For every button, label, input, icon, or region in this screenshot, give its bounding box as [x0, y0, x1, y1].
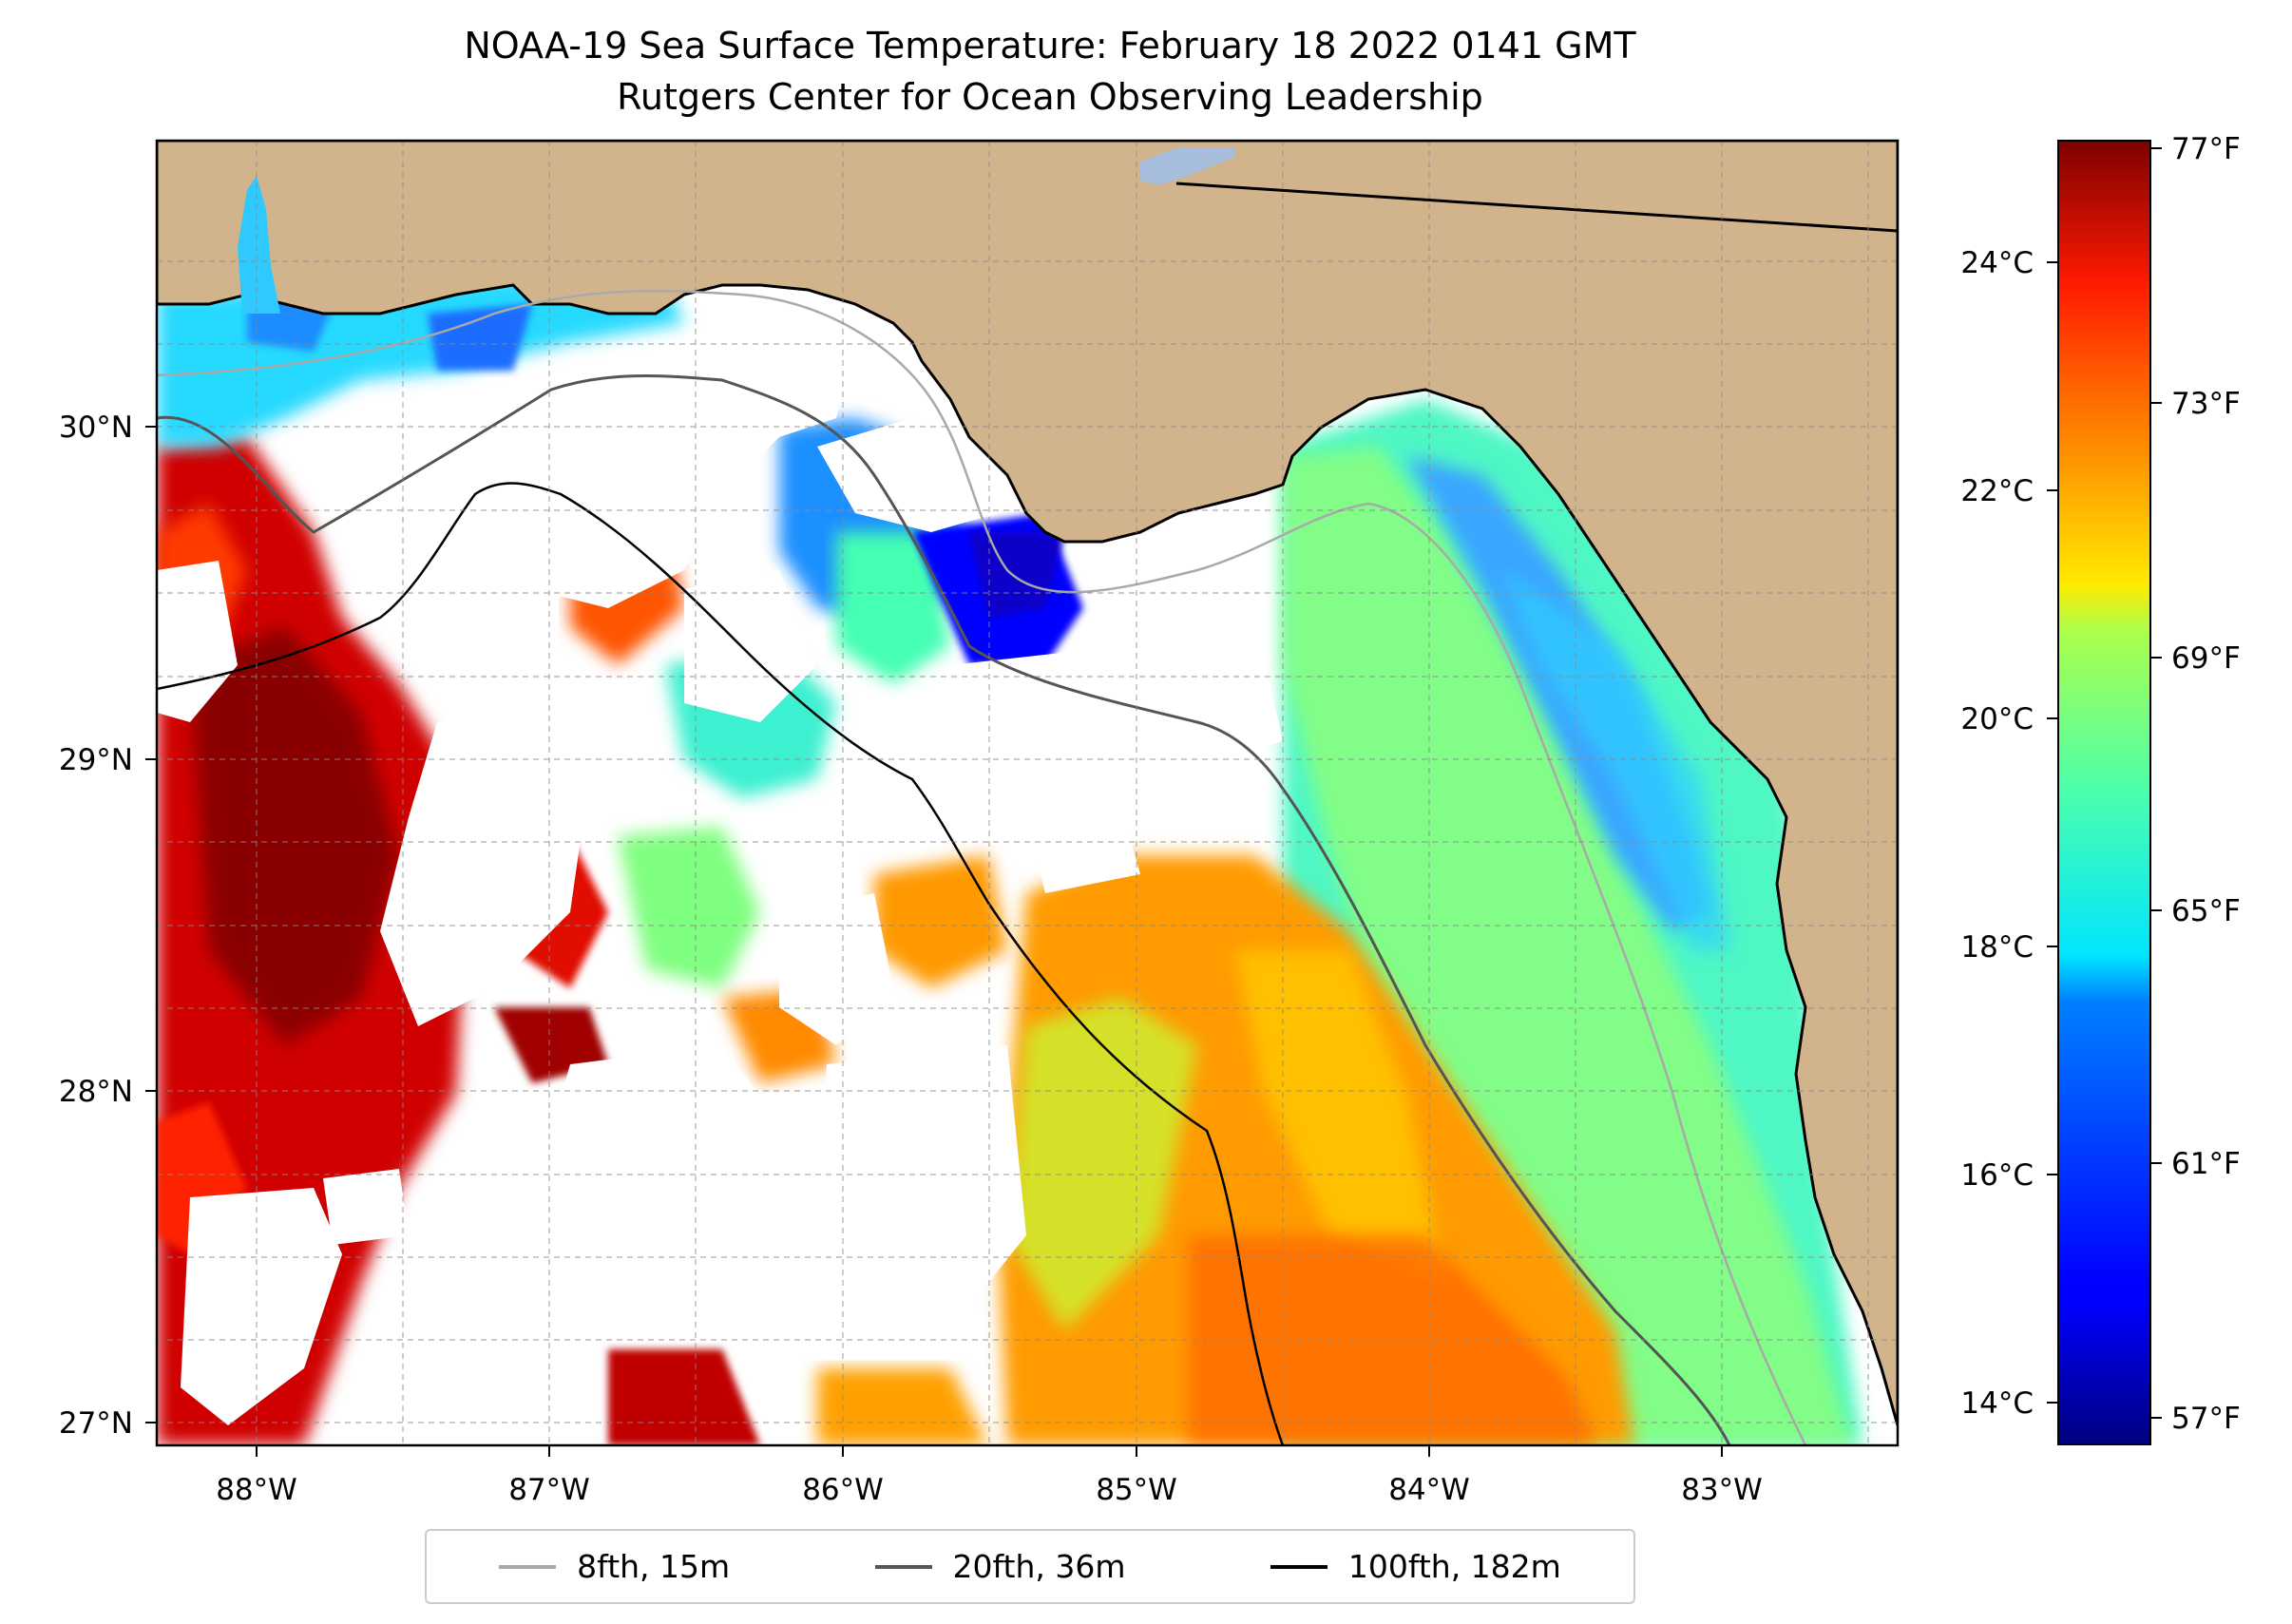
legend-label: 100fth, 182m	[1347, 1548, 1561, 1585]
fahrenheit-tick-label: 77°F	[2171, 132, 2241, 166]
lat-tick-label: 28°N	[59, 1075, 133, 1109]
gridlines	[157, 141, 1898, 1445]
colorbar	[2057, 140, 2151, 1445]
lon-tick-label: 84°W	[1388, 1473, 1470, 1507]
land	[157, 141, 1898, 1426]
lon-tick-label: 85°W	[1096, 1473, 1177, 1507]
cloud-mask	[157, 323, 1283, 1425]
fahrenheit-tick-label: 73°F	[2171, 387, 2241, 421]
mobile-bay	[238, 176, 280, 314]
celsius-tick-label: 24°C	[1960, 246, 2034, 280]
fahrenheit-tick-label: 61°F	[2171, 1147, 2241, 1181]
lon-tick-label: 87°W	[508, 1473, 590, 1507]
lon-tick-label: 83°W	[1681, 1473, 1763, 1507]
legend-item-100fth: 100fth, 182m	[1270, 1548, 1561, 1585]
lat-tick-label: 29°N	[59, 743, 133, 777]
legend-line-20fth	[874, 1564, 932, 1569]
map-frame	[155, 139, 1900, 1447]
celsius-tick-label: 16°C	[1960, 1158, 2034, 1193]
fahrenheit-tick-label: 57°F	[2171, 1402, 2241, 1436]
axis-ticks	[145, 426, 1723, 1457]
map-title: NOAA-19 Sea Surface Temperature: Februar…	[464, 25, 1636, 67]
contour-20fth	[157, 374, 1731, 1445]
legend-item-20fth: 20fth, 36m	[874, 1548, 1126, 1585]
contour-legend: 8fth, 15m 20fth, 36m 100fth, 182m	[425, 1529, 1635, 1604]
legend-item-8fth: 8fth, 15m	[499, 1548, 730, 1585]
celsius-tick-label: 20°C	[1960, 702, 2034, 736]
colorbar-ticks	[2047, 147, 2162, 1419]
celsius-tick-label: 14°C	[1960, 1386, 2034, 1421]
lake	[1140, 147, 1235, 185]
lat-tick-label: 30°N	[59, 411, 133, 445]
contour-8fth	[157, 289, 1807, 1445]
legend-line-8fth	[499, 1564, 557, 1569]
lon-tick-label: 86°W	[802, 1473, 884, 1507]
contour-100fth	[157, 482, 1285, 1445]
fahrenheit-tick-label: 65°F	[2171, 894, 2241, 928]
state-border	[1175, 182, 1898, 233]
map-subtitle: Rutgers Center for Ocean Observing Leade…	[617, 76, 1483, 118]
legend-label: 20fth, 36m	[952, 1548, 1126, 1585]
lat-tick-label: 27°N	[59, 1406, 133, 1441]
legend-line-100fth	[1270, 1564, 1327, 1569]
lon-tick-label: 88°W	[216, 1473, 297, 1507]
celsius-tick-label: 18°C	[1960, 930, 2034, 965]
legend-label: 8fth, 15m	[577, 1548, 731, 1585]
celsius-tick-label: 22°C	[1960, 474, 2034, 508]
fahrenheit-tick-label: 69°F	[2171, 641, 2241, 676]
